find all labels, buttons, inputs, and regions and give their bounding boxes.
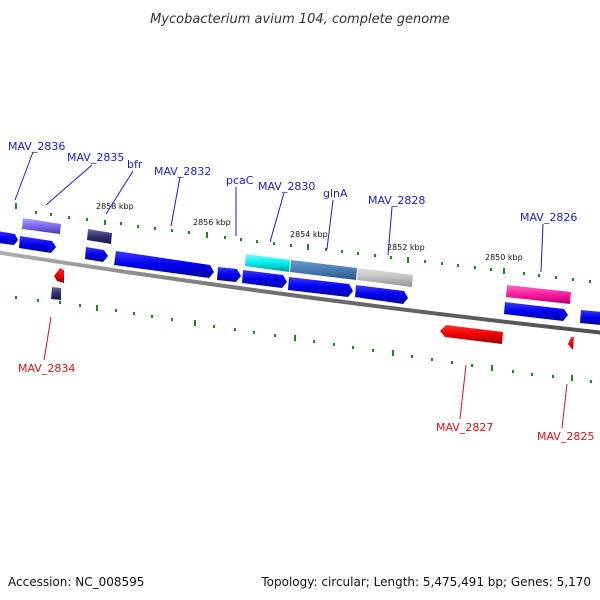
cds-arrow[interactable]	[217, 267, 241, 282]
gene-label-MAV_2834[interactable]: MAV_2834	[18, 362, 75, 375]
feature-MAV_2835[interactable]	[22, 218, 61, 234]
genome-summary-text: Topology: circular; Length: 5,475,491 bp…	[260, 575, 591, 589]
gene-label-MAV_2827[interactable]: MAV_2827	[436, 421, 493, 434]
gene-label-MAV_2836[interactable]: MAV_2836	[8, 140, 65, 153]
cds-arrow[interactable]	[19, 236, 56, 253]
map-title: Mycobacterium avium 104, complete genome	[150, 12, 450, 27]
cds-arrow[interactable]	[114, 251, 214, 278]
gene-label-MAV_2832[interactable]: MAV_2832	[154, 165, 211, 178]
feature-bfr[interactable]	[87, 229, 112, 244]
scale-label: 2856 kbp	[193, 218, 231, 227]
feature-glnA[interactable]	[290, 260, 357, 280]
gene-label-MAV_2835[interactable]: MAV_2835	[67, 151, 124, 164]
reverse-tick-marks	[15, 296, 592, 383]
scale-label: 2852 kbp	[387, 243, 425, 252]
gene-label-glnA[interactable]: glnA	[323, 187, 348, 200]
scale-label: 2858 kbp	[96, 202, 134, 211]
gene-label-pcaC[interactable]: pcaC	[226, 174, 254, 187]
chromosome-backbone	[0, 250, 600, 335]
gene-label-MAV_2828[interactable]: MAV_2828	[368, 194, 425, 207]
forward-cds-track	[0, 231, 600, 325]
forward-feature-track	[22, 218, 571, 304]
scale-label: 2854 kbp	[290, 230, 328, 239]
cds-arrow[interactable]	[242, 270, 287, 288]
cds-arrow[interactable]	[85, 247, 108, 262]
cds-arrow[interactable]	[580, 310, 600, 325]
scale-labels: 2858 kbp 2856 kbp 2854 kbp 2852 kbp 2850…	[96, 202, 523, 262]
gene-label-MAV_2825[interactable]: MAV_2825	[537, 430, 594, 443]
cds-arrow[interactable]	[0, 231, 18, 245]
feature-pcaC[interactable]	[245, 254, 290, 272]
cds-arrow[interactable]	[288, 277, 353, 297]
forward-gene-labels: MAV_2836 MAV_2835 bfr MAV_2832 pcaC MAV_…	[8, 140, 577, 273]
gene-label-bfr[interactable]: bfr	[127, 158, 143, 171]
feature-MAV_2826[interactable]	[506, 285, 571, 304]
gene-label-MAV_2830[interactable]: MAV_2830	[258, 180, 315, 193]
feature-MAV_2828[interactable]	[357, 268, 413, 287]
feature-MAV_2834[interactable]	[51, 287, 61, 300]
cds-arrow-reverse[interactable]	[440, 325, 503, 344]
accession-text: Accession: NC_008595	[8, 575, 144, 589]
cds-arrow[interactable]	[355, 285, 408, 304]
reverse-gene-labels: MAV_2834 MAV_2827 MAV_2825	[18, 316, 594, 443]
cds-arrow[interactable]	[504, 302, 568, 321]
gene-label-MAV_2826[interactable]: MAV_2826	[520, 211, 577, 224]
forward-tick-marks	[15, 203, 591, 283]
reverse-feature-track	[51, 268, 574, 350]
cds-arrow-reverse[interactable]	[54, 268, 64, 283]
cds-arrow-reverse[interactable]	[568, 337, 574, 350]
scale-label: 2850 kbp	[485, 253, 523, 262]
